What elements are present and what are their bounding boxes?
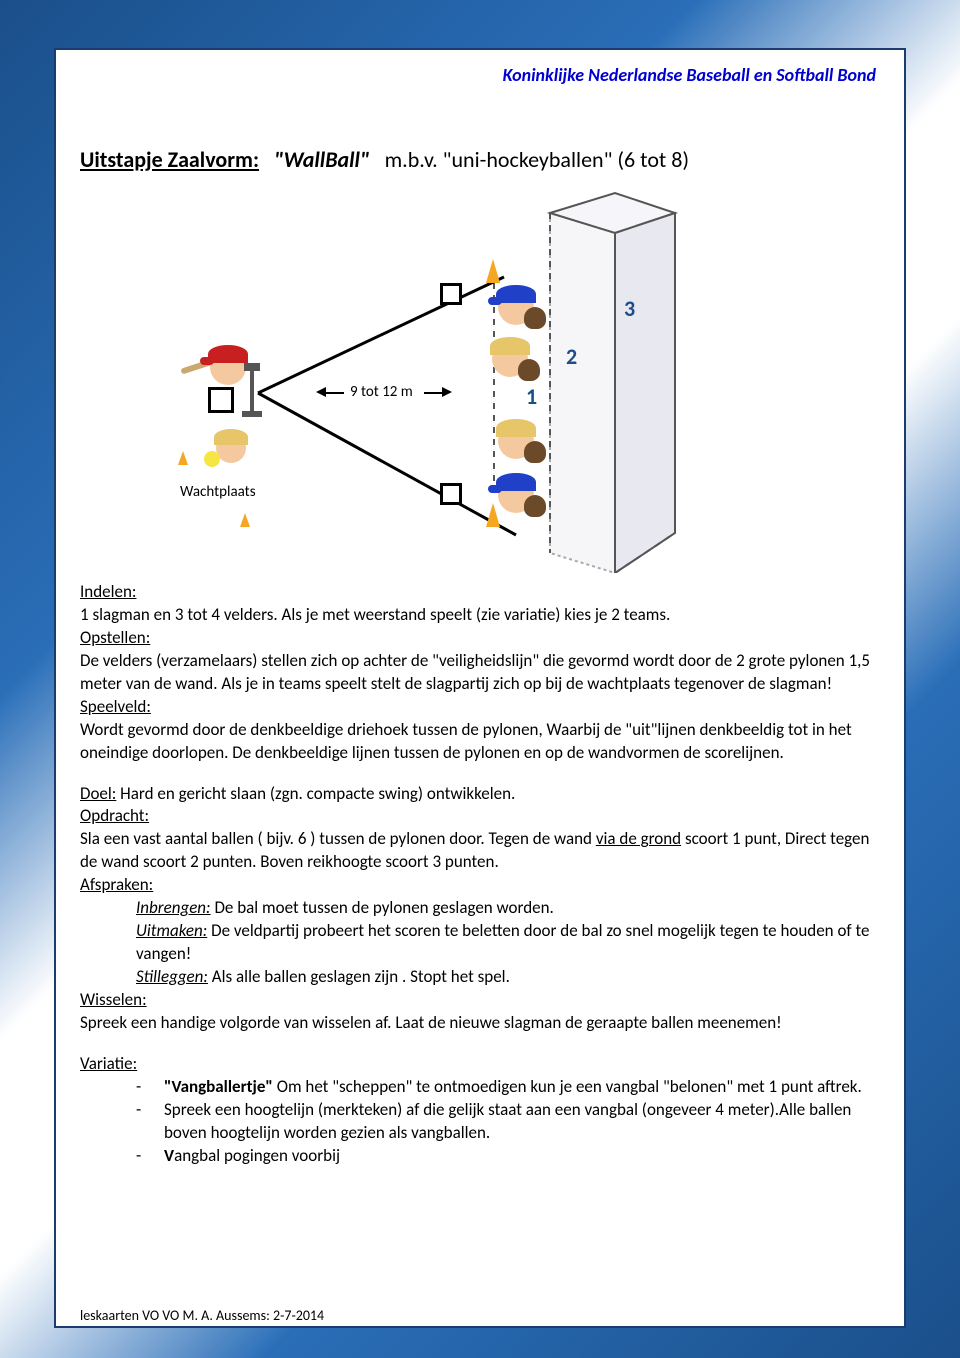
list-item: Vangbal pogingen voorbij xyxy=(136,1145,880,1168)
diagram-svg xyxy=(80,183,880,573)
softball-icon xyxy=(204,451,220,467)
row-uitmaken: Uitmaken: De veldpartij probeert het sco… xyxy=(80,920,880,966)
row-stilleggen: Stilleggen: Als alle ballen geslagen zij… xyxy=(80,966,880,989)
title-name: "WallBall" xyxy=(274,146,370,173)
arrow-left-icon xyxy=(316,387,326,397)
heading-afspraken: Afspraken: xyxy=(80,874,153,895)
marker-bottom xyxy=(440,483,462,505)
cone-icon xyxy=(178,451,188,465)
variatie-list: "Vangballertje" Om het "scheppen" te ont… xyxy=(80,1076,880,1168)
score-3: 3 xyxy=(624,295,635,322)
header-org: Koninklijke Nederlandse Baseball en Soft… xyxy=(80,64,880,86)
fielder xyxy=(498,289,534,325)
heading-speelveld: Speelveld: xyxy=(80,696,151,717)
text-doel: Hard en gericht slaan (zgn. compacte swi… xyxy=(116,783,515,804)
distance-label: 9 tot 12 m xyxy=(350,383,413,401)
wait-label: Wachtplaats xyxy=(180,483,256,501)
waiting-player xyxy=(216,433,246,463)
text-opstellen: De velders (verzamelaars) stellen zich o… xyxy=(80,650,880,696)
body-content: Indelen: 1 slagman en 3 tot 4 velders. A… xyxy=(80,581,880,1168)
heading-variatie: Variatie: xyxy=(80,1053,137,1074)
field-diagram: 9 tot 12 m Wachtplaats 1 2 3 xyxy=(80,183,880,573)
footer-text: leskaarten VO VO M. A. Aussems: 2-7-2014 xyxy=(80,1307,324,1324)
text-speelveld: Wordt gevormd door de denkbeeldige drieh… xyxy=(80,719,880,765)
main-title: Uitstapje Zaalvorm: "WallBall" m.b.v. "u… xyxy=(80,146,880,173)
batter-head xyxy=(210,349,246,385)
arrow-line xyxy=(326,392,344,394)
text-wisselen: Spreek een handige volgorde van wisselen… xyxy=(80,1012,880,1035)
cone-icon xyxy=(240,513,250,527)
fielder xyxy=(498,423,534,459)
heading-opstellen: Opstellen: xyxy=(80,627,150,648)
fielder xyxy=(492,341,528,377)
text-opdracht: Sla een vast aantal ballen ( bijv. 6 ) t… xyxy=(80,828,880,874)
title-suffix: m.b.v. "uni-hockeyballen" (6 tot 8) xyxy=(385,146,690,173)
heading-opdracht: Opdracht: xyxy=(80,805,149,826)
arrow-line xyxy=(424,392,442,394)
list-item: "Vangballertje" Om het "scheppen" te ont… xyxy=(136,1076,880,1099)
score-2: 2 xyxy=(566,343,577,370)
marker-top xyxy=(440,283,462,305)
heading-indelen: Indelen: xyxy=(80,581,136,602)
document-page: Koninklijke Nederlandse Baseball en Soft… xyxy=(54,48,906,1328)
cone-icon xyxy=(486,503,500,527)
heading-doel: Doel: xyxy=(80,783,116,804)
cone-icon xyxy=(486,259,500,283)
row-inbrengen: Inbrengen: De bal moet tussen de pylonen… xyxy=(80,897,880,920)
list-item: Spreek een hoogtelijn (merkteken) af die… xyxy=(136,1099,880,1145)
arrow-right-icon xyxy=(442,387,452,397)
title-prefix: Uitstapje Zaalvorm: xyxy=(80,146,259,173)
home-plate xyxy=(208,387,234,413)
batting-tee xyxy=(250,371,254,413)
fielder xyxy=(498,477,534,513)
text-indelen: 1 slagman en 3 tot 4 velders. Als je met… xyxy=(80,604,880,627)
score-1: 1 xyxy=(526,383,537,410)
heading-wisselen: Wisselen: xyxy=(80,989,147,1010)
